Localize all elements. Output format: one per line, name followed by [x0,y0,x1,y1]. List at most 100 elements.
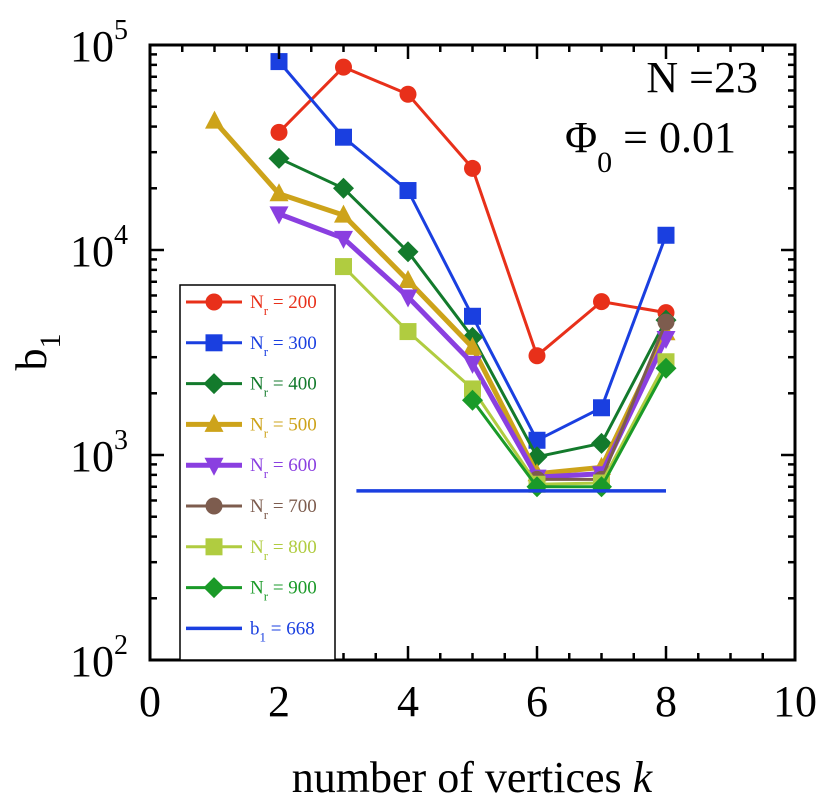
y-axis-label-base: b [7,349,56,371]
y-tick-base: 10 [70,22,114,71]
legend-label-sub: r [264,344,269,359]
data-point [205,538,223,556]
data-point [462,389,483,411]
legend-label-sub: r [264,385,269,400]
legend-label-base: N [250,537,264,558]
data-point [203,577,225,599]
y-axis-label: b1 [7,334,67,371]
annotation-n: N =23 [646,53,758,102]
legend-entry: b1 = 668 [186,618,315,644]
legend-label: Nr = 400 [250,374,317,400]
legend-label: Nr = 500 [250,414,317,440]
data-point [657,226,675,244]
data-point [591,432,612,454]
y-tick-base: 10 [70,432,114,481]
y-tick-exponent: 5 [114,15,128,46]
data-point [398,289,418,308]
data-point [334,230,353,249]
annotation-phi-rest: = 0.01 [612,113,736,162]
legend-entry: Nr = 600 [186,455,317,481]
y-tick-base: 10 [70,637,114,686]
annotation-phi-base: Φ [565,113,597,162]
legend-label-sub: r [264,589,269,604]
legend-label-sub: r [264,425,269,440]
data-point [397,241,419,263]
data-point [204,457,224,476]
data-point [399,85,417,103]
series-line [471,367,668,489]
legend-label-rest: = 600 [268,455,317,476]
data-point [463,336,482,355]
legend-label-sub: r [264,466,269,481]
legend-label-base: N [250,578,264,599]
data-point [205,110,224,129]
legend-entry: Nr = 900 [186,577,317,604]
legend-label: Nr = 800 [250,537,317,563]
data-point [269,206,289,225]
legend-label-sub: r [264,303,269,318]
legend-label-sub: r [264,548,269,563]
x-axis-label-main: number of vertices [292,753,633,802]
data-point [268,147,290,169]
legend-label-rest: = 900 [268,578,317,599]
data-point [399,182,417,200]
data-point [335,58,352,76]
data-point [399,323,417,341]
legend-entry: Nr = 400 [186,373,317,400]
data-point [333,177,354,199]
legend-label-rest: = 400 [268,374,317,395]
x-axis-label-italic: k [633,753,654,802]
data-point [205,497,223,515]
x-tick-label: 0 [139,677,161,726]
data-point [205,293,223,311]
legend-label-rest: = 700 [268,496,317,517]
y-tick-exponent: 2 [114,630,128,661]
series-2 [270,53,675,449]
x-tick-label: 10 [773,677,817,726]
data-point [464,159,481,177]
legend-label: Nr = 300 [250,333,317,359]
data-point [464,307,481,325]
plot-frame [148,43,797,662]
y-tick-exponent: 3 [114,425,128,456]
data-point [335,128,352,146]
legend-entry: Nr = 500 [186,413,317,440]
legend-label: Nr = 200 [250,292,317,318]
legend-entry: Nr = 800 [186,537,317,563]
data-point [398,269,418,288]
y-tick-label: 104 [70,220,128,276]
series-group [205,53,677,498]
data-point [528,431,546,449]
data-point [335,258,352,276]
legend-label-rest: = 800 [268,537,317,558]
legend-label-base: N [250,374,264,395]
legend-entry: Nr = 200 [186,292,317,318]
legend-label-base: N [250,292,264,313]
legend-label-base: N [250,414,264,435]
data-point [205,334,223,352]
annotations: N =23 Φ0 = 0.01 [565,53,758,179]
legend-label-rest: = 200 [268,292,317,313]
data-point [593,399,610,417]
legend-label-rest: = 300 [268,333,317,354]
legend-label: Nr = 700 [250,496,317,522]
data-point [593,293,610,311]
legend-label-rest: = 668 [266,618,315,639]
data-point [204,413,224,432]
y-tick-label: 105 [70,15,128,71]
data-point [269,183,289,202]
series-line [212,119,669,477]
x-tick-label: 8 [655,677,677,726]
legend-entry: Nr = 700 [186,496,317,522]
y-tick-exponent: 4 [114,220,128,251]
data-point [655,357,677,379]
y-tick-label: 103 [70,425,128,481]
y-axis-label-sub: 1 [34,334,67,349]
data-point [463,355,482,374]
data-point [657,313,675,331]
annotation-phi-sub: 0 [597,146,612,179]
data-point [334,204,353,223]
annotation-phi: Φ0 = 0.01 [565,113,736,179]
